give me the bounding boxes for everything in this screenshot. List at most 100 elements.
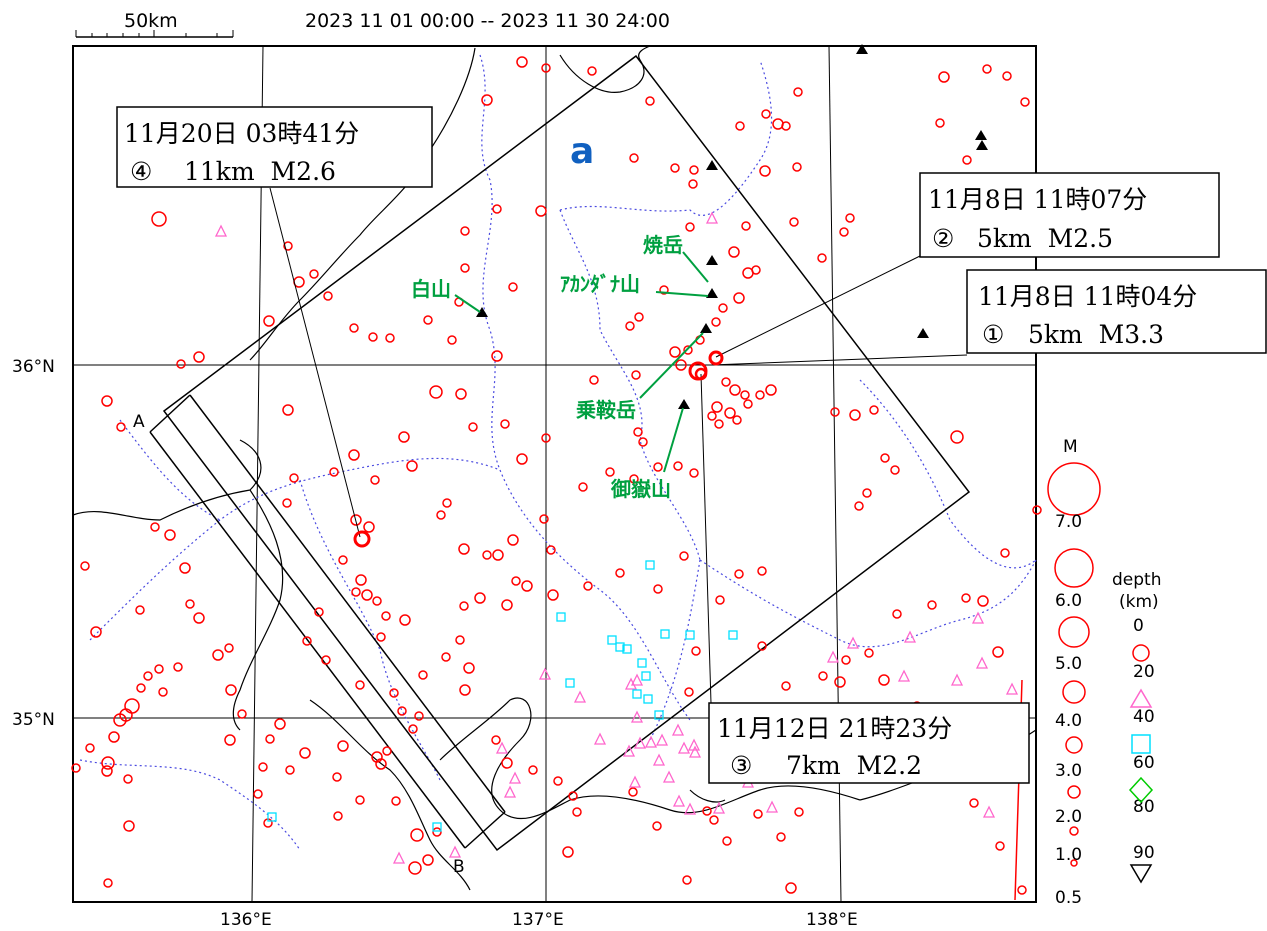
hypocenter-marker — [350, 514, 362, 526]
hypocenter-marker — [682, 875, 692, 885]
hypocenter-marker — [1032, 505, 1042, 515]
hypocenter-marker — [337, 740, 349, 752]
event-callout-2: 11月8日 11時07分 ② 5km M2.5 — [919, 172, 1220, 258]
hypocenter-marker — [625, 321, 635, 331]
hypocenter-marker — [101, 756, 115, 770]
hypocenter-marker — [629, 153, 639, 163]
legend-mag-circle — [1070, 859, 1078, 867]
hypocenter-marker — [675, 359, 687, 371]
hypocenter-marker — [432, 822, 442, 832]
hypocenter-marker — [460, 226, 470, 236]
hypocenter-marker — [376, 632, 386, 642]
hypocenter-marker — [414, 711, 424, 721]
legend-mag-circle — [1067, 785, 1081, 799]
lon-label-137: 137°E — [512, 910, 564, 930]
hypocenter-marker — [685, 222, 695, 232]
hypocenter-marker — [143, 671, 153, 681]
hypocenter-marker — [711, 401, 723, 413]
hypocenter-marker — [521, 580, 533, 592]
hypocenter-marker — [962, 155, 972, 165]
legend-mag-label: 6.0 — [1055, 591, 1082, 611]
hypocenter-marker — [1005, 682, 1019, 695]
hypocenter-marker — [605, 467, 615, 477]
hypocenter-marker — [971, 611, 985, 624]
hypocenter-marker — [645, 96, 655, 106]
hypocenter-marker — [265, 734, 275, 744]
volcano-icon — [975, 130, 987, 140]
hypocenter-marker — [329, 467, 339, 477]
hypocenter-marker — [662, 770, 676, 783]
hypocenter-marker — [283, 241, 293, 251]
hypocenter-marker — [355, 680, 365, 690]
hypocenter-marker — [637, 658, 647, 668]
hypocenter-marker — [455, 635, 465, 645]
hypocenter-marker — [880, 453, 890, 463]
hypocenter-marker — [622, 744, 636, 757]
hypocenter-marker — [508, 771, 522, 784]
hypocenter-marker — [634, 312, 644, 322]
hypocenter-marker — [628, 787, 638, 797]
volcano-icon — [706, 255, 718, 265]
hypocenter-marker — [869, 405, 879, 415]
legend-depth-40-symbol — [1131, 734, 1151, 754]
hypocenter-marker — [289, 473, 299, 483]
hypocenter-marker — [645, 560, 655, 570]
hypocenter-marker — [565, 678, 575, 688]
scale-label: 50km — [124, 10, 178, 32]
legend-depth-title: depth — [1112, 570, 1161, 590]
hypocenter-marker — [969, 798, 979, 808]
hypocenter-marker — [408, 724, 418, 734]
hypocenter-marker — [1000, 548, 1010, 558]
hypocenter-marker — [553, 776, 563, 786]
legend-depth-label: 60 — [1133, 753, 1155, 773]
hypocenter-marker — [718, 303, 728, 313]
event-2-number: ② — [932, 224, 954, 253]
event-2-marker — [708, 350, 724, 366]
hypocenter-marker — [839, 227, 849, 237]
hypocenter-marker — [423, 315, 433, 325]
volcano-label-akandana: ｱｶﾝﾀﾞﾅ山 — [560, 272, 640, 296]
hypocenter-marker — [468, 422, 478, 432]
hypocenter-marker — [624, 677, 638, 690]
hypocenter-marker — [375, 758, 387, 770]
hypocenter-marker — [418, 670, 428, 680]
volcano-label-yakedake: 焼岳 — [643, 233, 683, 257]
hypocenter-marker — [892, 609, 902, 619]
volcano-icon — [476, 307, 488, 317]
volcano-markers — [476, 44, 988, 409]
hypocenter-marker — [794, 807, 804, 817]
volcano-label-ontake: 御嶽山 — [610, 477, 671, 501]
hypocenter-marker — [792, 162, 802, 172]
hypocenter-marker — [355, 795, 365, 805]
hypocenter-marker — [158, 687, 168, 697]
event-1-date: 11月8日 11時04分 — [978, 282, 1197, 311]
hypocenter-marker — [950, 430, 964, 444]
hypocenter-marker — [897, 669, 911, 682]
event-3-date: 11月12日 21時23分 — [717, 714, 952, 743]
legend-mag-label: 1.0 — [1055, 845, 1082, 865]
hypocenter-marker — [765, 800, 779, 813]
hypocenter-marker — [654, 710, 664, 720]
hypocenter-marker — [846, 636, 860, 649]
hypocenter-marker — [849, 409, 861, 421]
hypocenter-marker — [961, 593, 971, 603]
hypocenter-marker — [568, 791, 578, 801]
hypocenter-marker — [684, 687, 694, 697]
hypocenter-marker — [864, 648, 874, 658]
hypocenter-marker — [734, 569, 744, 579]
hypocenter-marker — [491, 735, 501, 745]
legend-depth-label: 0 — [1133, 616, 1144, 636]
hypocenter-marker — [741, 221, 751, 231]
hypocenter-marker — [447, 335, 457, 345]
hypocenter-marker — [757, 641, 767, 651]
hypocenter-marker — [589, 375, 599, 385]
hypocenter-marker — [398, 431, 410, 443]
hypocenter-marker — [432, 827, 442, 837]
hypocenter-marker — [689, 165, 699, 175]
hypocenter-marker — [607, 635, 617, 645]
hypocenter-marker — [501, 757, 513, 769]
volcano-label-hakusan: 白山 — [411, 277, 451, 301]
hypocenter-marker — [753, 809, 763, 819]
hypocenter-marker — [638, 437, 648, 447]
